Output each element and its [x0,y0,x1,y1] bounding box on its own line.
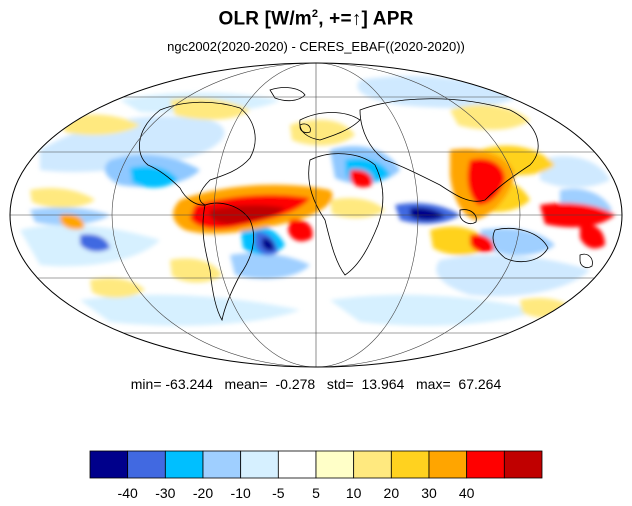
mollweide-map [9,62,623,368]
colorbar-box [428,450,468,479]
colorbar-box [240,450,279,479]
colorbar-tick-label: -20 [193,485,213,501]
map-border [9,62,623,368]
colorbar-box [127,450,166,479]
colorbar-box [315,450,355,479]
colorbar-tick-label: 30 [421,485,437,501]
map-title: OLR [W/m2, +=↑] APR [218,8,414,30]
colorbar-box [89,450,129,479]
colorbar-box [164,450,204,479]
olr-anomaly-field [20,75,615,326]
colorbar-tick-label: -30 [155,485,175,501]
colorbar-box [277,450,317,479]
colorbar-tick-label: -5 [272,485,285,501]
colorbar-box [353,450,392,479]
colorbar-tick-label: 20 [384,485,400,501]
colorbar-tick-label: 5 [312,485,320,501]
colorbar-tick-label: 40 [459,485,475,501]
coastlines [139,87,593,322]
statistics-text: min= -63.244 mean= -0.278 std= 13.964 ma… [130,376,502,392]
colorbar-tick-label: -10 [231,485,251,501]
colorbar-box [202,450,242,479]
colorbar-box [466,450,505,479]
colorbar-box [503,450,543,479]
map-subtitle: ngc2002(2020-2020) - CERES_EBAF((2020-20… [167,39,465,54]
colorbar-box [390,450,430,479]
colorbar-tick-label: -40 [118,485,138,501]
colorbar-tick-label: 10 [346,485,362,501]
